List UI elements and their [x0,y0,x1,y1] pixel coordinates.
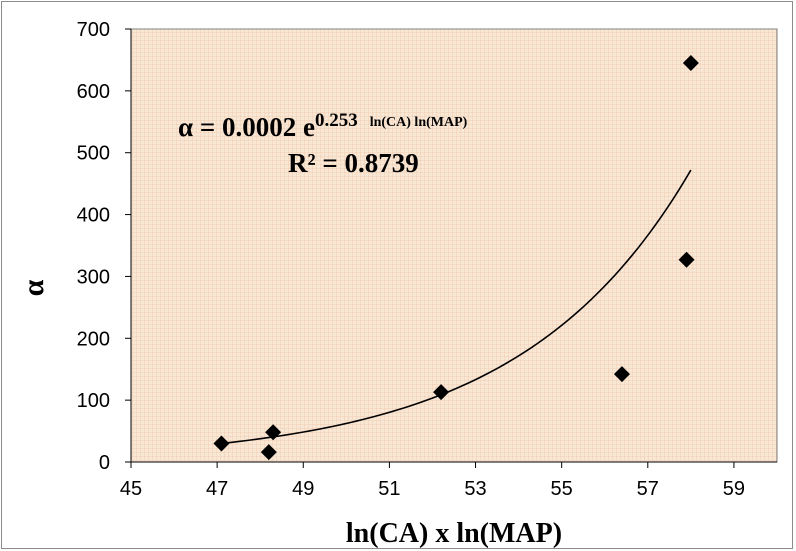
equation-exponent-number: 0.253 [315,110,358,131]
equation-annotation: α = 0.0002 e0.253 ln(CA) ln(MAP) [178,110,468,142]
plot-area [130,28,778,463]
y-tick-label: 200 [77,328,110,350]
y-tick-label: 400 [77,205,110,227]
exponential-trendline [221,169,692,445]
y-axis-ticks: 0 100 200 300 400 500 600 700 [77,19,131,474]
x-tick-label: 45 [120,478,142,500]
data-point-diamond [682,55,699,72]
data-point-diamond [260,444,277,461]
data-point-diamond [678,251,695,268]
data-point-diamond [265,424,282,441]
y-tick-label: 100 [77,390,110,412]
y-tick-label: 700 [77,19,110,41]
x-tick-label: 47 [206,478,228,500]
y-axis-title: α [17,279,50,296]
data-points [213,55,699,461]
data-point-diamond [433,384,450,401]
data-point-diamond [613,366,630,383]
equation-main: α = 0.0002 e [178,112,315,142]
y-tick-label: 300 [77,266,110,288]
x-tick-label: 55 [551,478,573,500]
x-axis-ticks: 45 47 49 51 53 55 57 59 [120,462,745,500]
y-tick-label: 500 [77,143,110,165]
r-squared-annotation: R² = 0.8739 [288,148,419,178]
x-tick-label: 57 [637,478,659,500]
x-tick-label: 53 [464,478,486,500]
y-tick-label: 0 [99,452,110,474]
x-tick-label: 51 [378,478,400,500]
x-tick-label: 59 [723,478,745,500]
x-axis-title: ln(CA) x ln(MAP) [346,518,562,549]
y-tick-label: 600 [77,81,110,103]
data-point-diamond [213,435,230,452]
equation-exponent-vars: ln(CA) ln(MAP) [370,115,468,130]
x-tick-label: 49 [292,478,314,500]
